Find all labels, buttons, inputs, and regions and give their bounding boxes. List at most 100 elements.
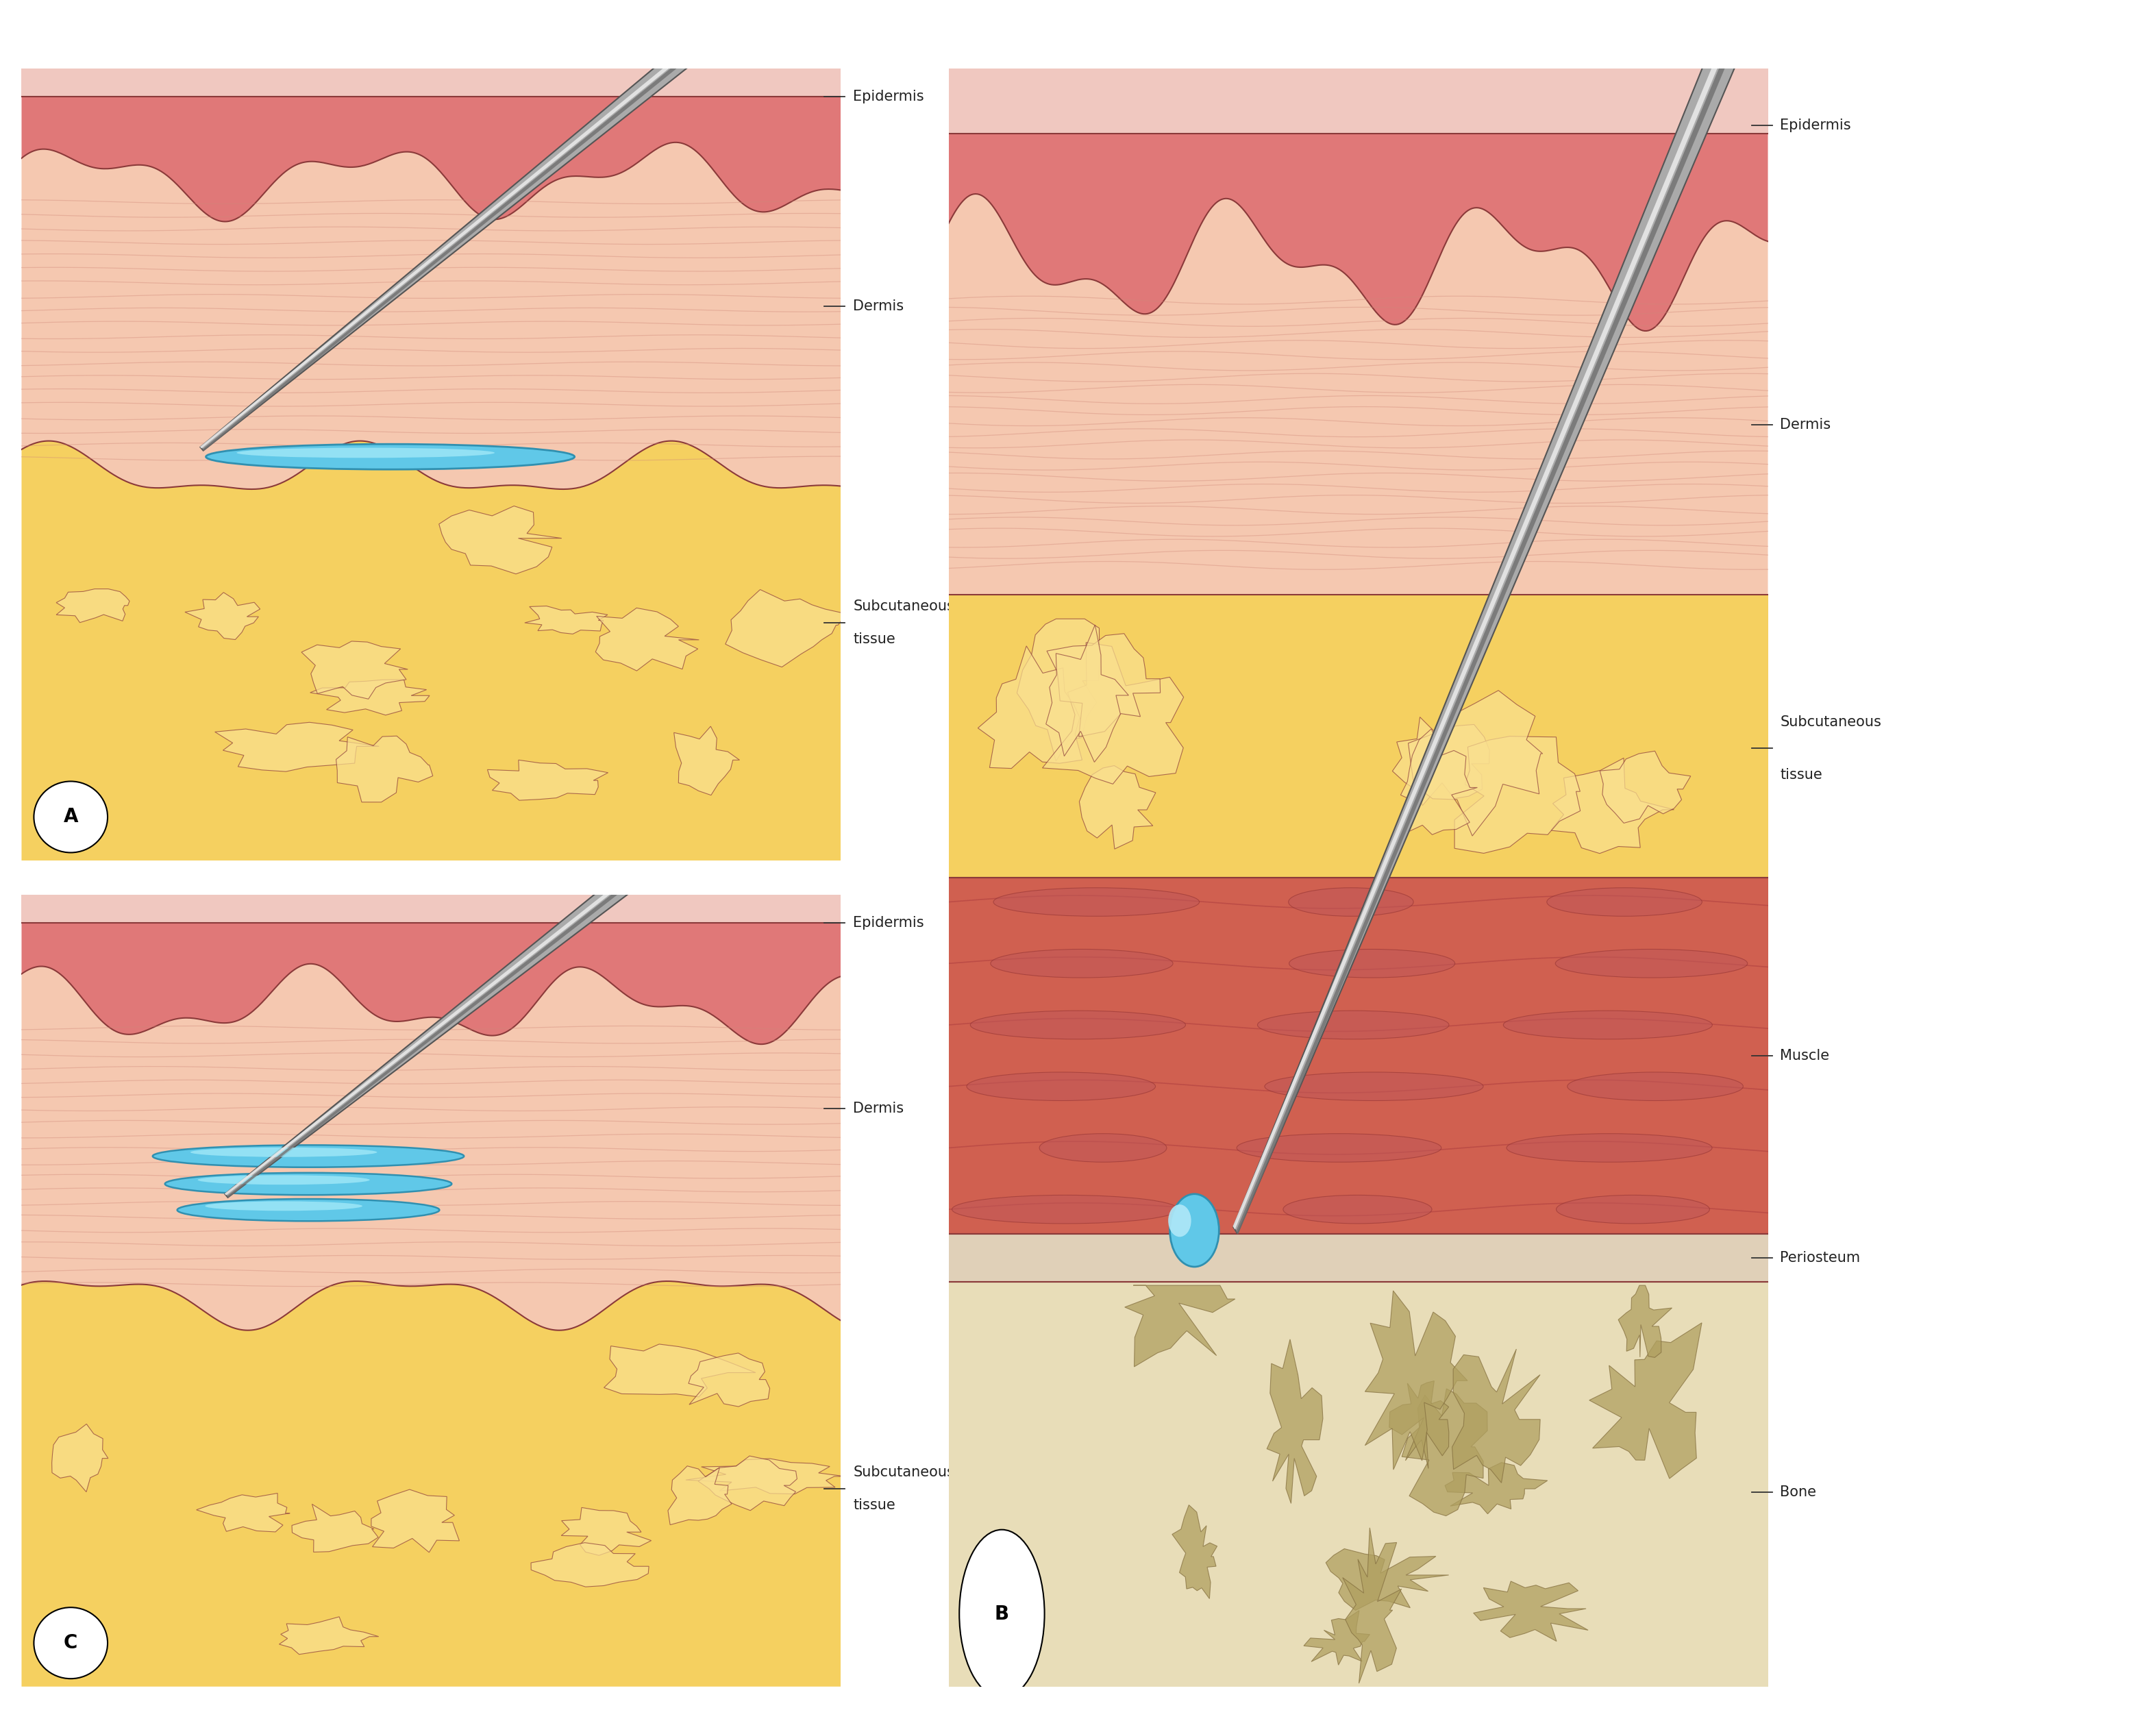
Polygon shape [226,855,664,1198]
Ellipse shape [990,950,1173,978]
Ellipse shape [1507,1134,1712,1162]
Polygon shape [1453,1349,1539,1484]
Ellipse shape [153,1144,464,1167]
Ellipse shape [1238,1134,1442,1162]
Polygon shape [1080,766,1156,848]
Polygon shape [487,761,608,800]
Polygon shape [1619,1286,1673,1358]
Text: Subcutaneous: Subcutaneous [854,601,955,613]
Ellipse shape [198,1175,371,1184]
Polygon shape [699,1456,798,1511]
Polygon shape [22,96,841,222]
Polygon shape [371,1489,459,1552]
Text: Epidermis: Epidermis [854,916,925,929]
Polygon shape [1401,1389,1488,1516]
Text: A: A [63,807,78,826]
Text: tissue: tissue [854,1499,895,1511]
Polygon shape [724,590,847,668]
Polygon shape [688,1353,770,1406]
Text: Epidermis: Epidermis [1781,119,1852,133]
Ellipse shape [1257,1010,1449,1039]
Text: Dermis: Dermis [1781,418,1830,432]
Text: Epidermis: Epidermis [854,89,925,103]
Polygon shape [1326,1549,1449,1611]
Polygon shape [524,606,608,633]
Text: Subcutaneous: Subcutaneous [854,1466,955,1478]
Ellipse shape [1289,888,1414,916]
Ellipse shape [237,447,494,458]
Polygon shape [1388,1380,1449,1468]
Polygon shape [949,878,1768,1234]
Polygon shape [595,608,699,671]
Polygon shape [1343,1528,1401,1683]
Polygon shape [22,1280,841,1687]
Text: tissue: tissue [1781,768,1822,781]
Polygon shape [216,723,379,771]
Polygon shape [1268,1339,1324,1504]
Circle shape [959,1530,1044,1699]
Polygon shape [1173,1504,1218,1599]
Text: Dermis: Dermis [854,1101,903,1115]
Polygon shape [1304,1611,1369,1664]
Polygon shape [668,1466,731,1525]
Polygon shape [1125,1286,1235,1366]
Polygon shape [22,441,841,860]
Polygon shape [1393,718,1490,805]
Polygon shape [310,680,429,716]
Polygon shape [336,737,433,802]
Polygon shape [22,69,841,96]
Polygon shape [1550,757,1673,854]
Ellipse shape [1557,1194,1710,1224]
Polygon shape [201,26,718,449]
Ellipse shape [1283,1194,1432,1224]
Polygon shape [278,1616,379,1654]
Polygon shape [1473,1582,1589,1642]
Polygon shape [1455,737,1580,854]
Polygon shape [440,506,563,573]
Ellipse shape [1503,1010,1712,1039]
Polygon shape [22,964,841,1330]
Ellipse shape [205,1201,362,1212]
Polygon shape [979,645,1082,768]
Ellipse shape [970,1010,1186,1039]
Polygon shape [949,194,1768,594]
Polygon shape [291,1504,377,1552]
Text: C: C [65,1633,78,1652]
Polygon shape [22,895,841,922]
Polygon shape [185,592,261,640]
Polygon shape [1048,633,1160,737]
Text: Dermis: Dermis [854,299,903,313]
Polygon shape [530,1542,649,1587]
Text: Subcutaneous: Subcutaneous [1781,716,1882,730]
Polygon shape [675,726,740,795]
Ellipse shape [190,1148,377,1157]
Polygon shape [1233,0,1751,1229]
Polygon shape [1235,0,1755,1234]
Ellipse shape [1039,1134,1166,1162]
Ellipse shape [1567,1072,1744,1101]
Ellipse shape [1169,1205,1190,1237]
Polygon shape [604,1344,755,1397]
Polygon shape [22,922,841,1045]
Polygon shape [1233,0,1761,1234]
Ellipse shape [1554,950,1749,978]
Ellipse shape [177,1200,440,1222]
Ellipse shape [166,1172,453,1194]
Polygon shape [1401,728,1477,835]
Polygon shape [52,1423,108,1492]
Ellipse shape [1266,1072,1483,1101]
Polygon shape [949,1282,1768,1687]
Polygon shape [1600,750,1690,823]
Polygon shape [1445,1463,1548,1514]
Text: Periosteum: Periosteum [1781,1251,1861,1265]
Ellipse shape [207,444,576,470]
Polygon shape [561,1508,651,1556]
Circle shape [34,1607,108,1678]
Polygon shape [949,134,1768,330]
Text: B: B [994,1604,1009,1623]
Polygon shape [196,1494,289,1532]
Polygon shape [1018,620,1100,761]
Polygon shape [201,21,724,451]
Ellipse shape [1546,888,1701,916]
Polygon shape [1046,625,1128,762]
